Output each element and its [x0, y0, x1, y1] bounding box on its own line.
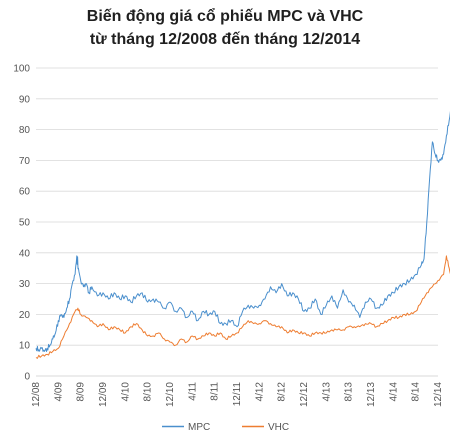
x-tick-label: 4/14: [388, 382, 399, 402]
x-tick-label: 12/08: [31, 382, 42, 407]
x-tick-label: 4/10: [120, 382, 131, 402]
x-tick-label: 12/11: [232, 382, 243, 407]
y-tick-label: 50: [19, 218, 31, 229]
chart-title-line-1: Biến động giá cổ phiếu MPC và VHC: [86, 8, 364, 25]
x-tick-label: 12/09: [98, 382, 109, 407]
x-tick-label: 8/13: [344, 382, 355, 402]
x-axis-ticks: 12/08 4/09 8/09 12/09 4/10 8/10 12/10 4/11 8/11 1…: [31, 382, 444, 407]
y-tick-label: 20: [19, 310, 31, 321]
grid-lines: [36, 67, 438, 377]
y-tick-label: 70: [19, 156, 31, 167]
legend-label-vhc: VHC: [268, 422, 289, 433]
x-tick-label: 4/13: [321, 382, 332, 402]
series-line-vhc: [35, 255, 450, 359]
x-tick-label: 8/11: [210, 382, 221, 401]
x-tick-label: 8/14: [411, 382, 422, 402]
series-lines: [35, 110, 450, 359]
x-tick-label: 12/13: [366, 382, 377, 407]
y-tick-label: 0: [24, 372, 30, 383]
x-tick-label: 8/12: [277, 382, 288, 402]
x-tick-label: 8/10: [143, 382, 154, 402]
x-tick-label: 4/12: [254, 382, 265, 402]
x-tick-label: 4/11: [187, 382, 198, 401]
y-axis-ticks: 0 10 20 30 40 50 60 70 80 90 100: [13, 64, 30, 383]
x-tick-label: 8/09: [76, 382, 87, 402]
legend-item-mpc: MPC: [162, 422, 210, 433]
y-tick-label: 100: [13, 64, 30, 75]
x-tick-label: 12/12: [299, 382, 310, 407]
y-tick-label: 40: [19, 248, 31, 259]
series-line-mpc: [35, 110, 450, 352]
x-tick-label: 12/10: [165, 382, 176, 407]
y-tick-label: 60: [19, 187, 31, 198]
y-tick-label: 30: [19, 279, 31, 290]
legend: MPC VHC: [162, 422, 289, 433]
y-tick-label: 80: [19, 125, 31, 136]
chart-title-line-2: từ tháng 12/2008 đến tháng 12/2014: [89, 31, 361, 48]
x-tick-label: 12/14: [433, 382, 444, 407]
x-tick-label: 4/09: [53, 382, 64, 402]
y-tick-label: 90: [19, 94, 31, 105]
legend-label-mpc: MPC: [188, 422, 210, 433]
y-tick-label: 10: [19, 341, 31, 352]
legend-item-vhc: VHC: [242, 422, 289, 433]
